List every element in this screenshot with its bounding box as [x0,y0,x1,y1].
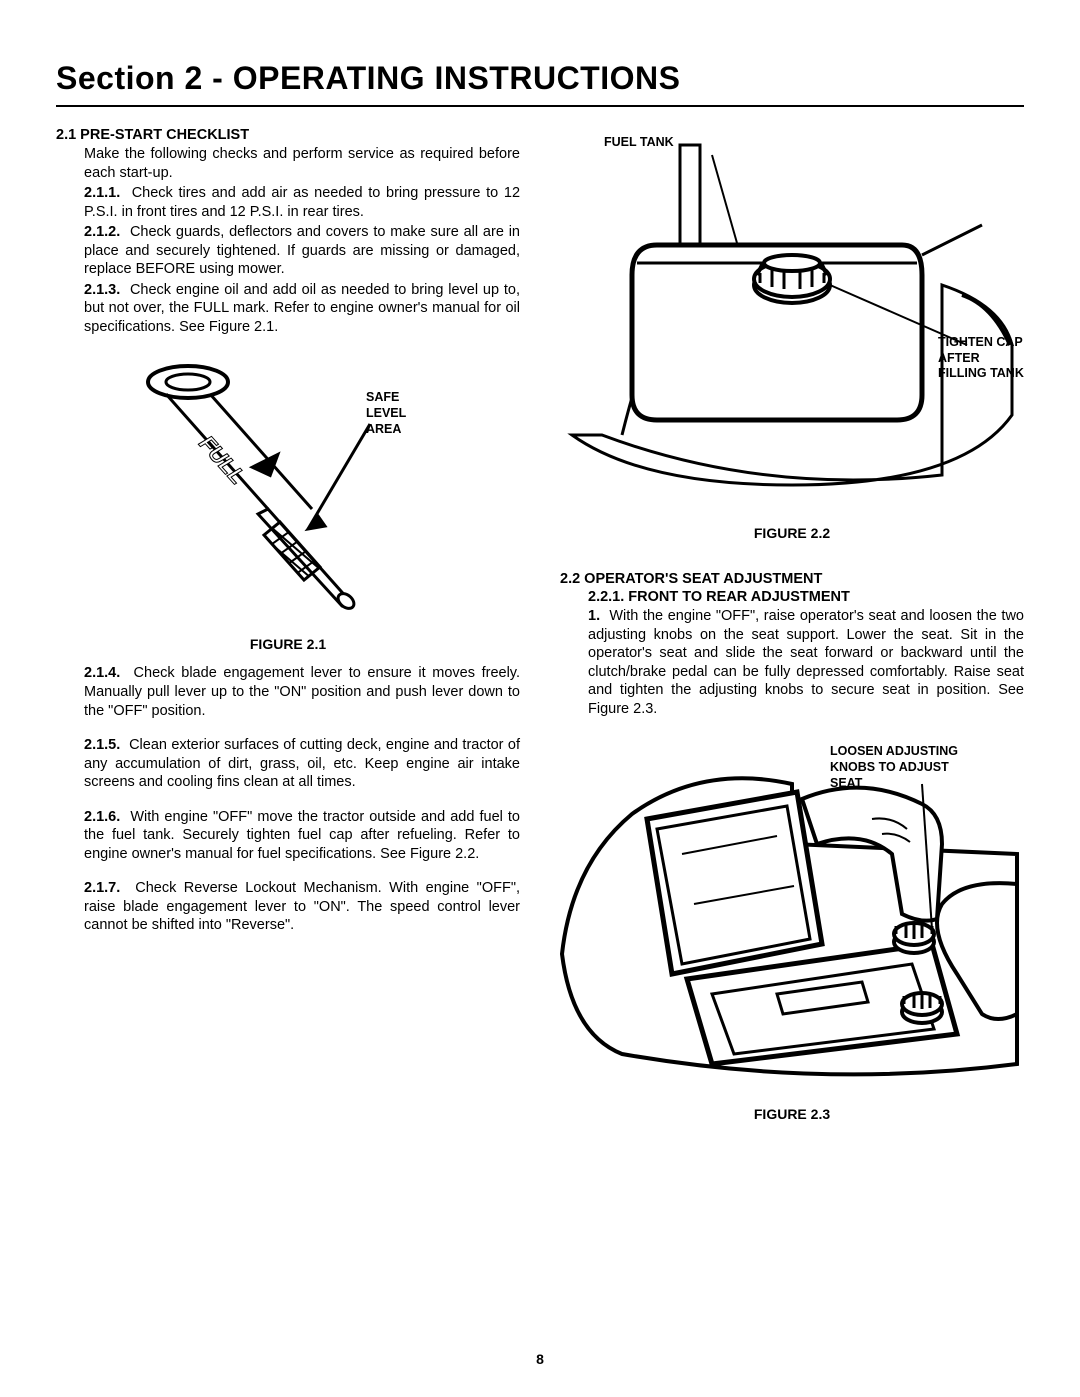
para-2-2-1: 1. With the engine "OFF", raise operator… [588,607,1024,718]
figure-2-1-callout: SAFE LEVEL AREA [366,390,406,437]
intro-text: Make the following checks and perform se… [84,145,520,182]
figure-2-1-svg: FULL [56,354,520,614]
para-2-1-5: 2.1.5. Clean exterior surfaces of cuttin… [84,736,520,792]
section-title: Section 2 - OPERATING INSTRUCTIONS [56,60,1024,107]
text-2-1-5: Clean exterior surfaces of cutting deck,… [84,737,520,790]
para-2-1-1: 2.1.1. Check tires and add air as needed… [84,184,520,221]
label-2-1-4: 2.1.4. [84,665,120,681]
text-2-2-1-1: With the engine "OFF", raise operator's … [588,608,1024,717]
label-2-1-7: 2.1.7. [84,880,120,896]
text-2-1-4: Check blade engagement lever to ensure i… [84,665,520,718]
figure-2-3: LOOSEN ADJUSTING KNOBS TO ADJUST SEAT [560,744,1024,1084]
figure-2-2-caption: FIGURE 2.2 [560,525,1024,541]
para-2-1-4: 2.1.4. Check blade engagement lever to e… [84,664,520,720]
text-2-1-1: Check tires and add air as needed to bri… [84,185,520,220]
figure-2-2-callout-side: TIGHTEN CAP AFTER FILLING TANK [938,335,1024,382]
label-2-1-2: 2.1.2. [84,224,120,240]
label-2-1-5: 2.1.5. [84,737,120,753]
figure-2-3-svg [560,744,1024,1084]
para-2-1-3: 2.1.3. Check engine oil and add oil as n… [84,281,520,337]
right-column: FUEL TANK TIGHTEN CAP AFTER FILLING TANK… [560,127,1024,1134]
heading-2-1: 2.1 PRE-START CHECKLIST [56,127,520,143]
text-2-1-3: Check engine oil and add oil as needed t… [84,282,520,335]
figure-2-1-caption: FIGURE 2.1 [56,636,520,652]
heading-2-2: 2.2 OPERATOR'S SEAT ADJUSTMENT [560,571,1024,587]
figure-2-3-caption: FIGURE 2.3 [560,1106,1024,1122]
figure-2-3-callout: LOOSEN ADJUSTING KNOBS TO ADJUST SEAT [830,744,958,791]
label-2-1-6: 2.1.6. [84,809,120,825]
text-2-1-2: Check guards, deflectors and covers to m… [84,224,520,277]
figure-2-2: FUEL TANK TIGHTEN CAP AFTER FILLING TANK [560,135,1024,495]
num-2-2-1-1: 1. [588,608,600,624]
page-number: 8 [0,1351,1080,1367]
text-2-1-6: With engine "OFF" move the tractor outsi… [84,809,520,862]
para-2-1-7: 2.1.7. Check Reverse Lockout Mechanism. … [84,879,520,935]
figure-2-1: FULL SAFE LEVEL AREA [56,354,520,614]
text-2-1-7: Check Reverse Lockout Mechanism. With en… [84,880,520,933]
label-2-1-3: 2.1.3. [84,282,120,298]
columns: 2.1 PRE-START CHECKLIST Make the followi… [56,127,1024,1134]
figure-2-2-callout-top: FUEL TANK [604,135,674,151]
para-2-1-2: 2.1.2. Check guards, deflectors and cove… [84,223,520,279]
left-column: 2.1 PRE-START CHECKLIST Make the followi… [56,127,520,1134]
label-2-1-1: 2.1.1. [84,185,120,201]
heading-2-2-1: 2.2.1. FRONT TO REAR ADJUSTMENT [588,589,1024,605]
figure-2-2-svg [560,135,1024,495]
para-2-1-6: 2.1.6. With engine "OFF" move the tracto… [84,808,520,864]
